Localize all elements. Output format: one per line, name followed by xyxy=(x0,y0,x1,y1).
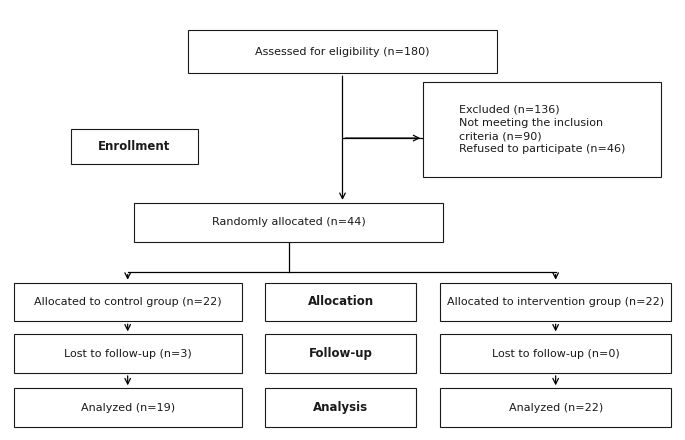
Text: Excluded (n=136)
Not meeting the inclusion
criteria (n=90)
Refused to participat: Excluded (n=136) Not meeting the inclusi… xyxy=(459,105,625,154)
Text: Assessed for eligibility (n=180): Assessed for eligibility (n=180) xyxy=(256,47,429,57)
Text: Allocated to intervention group (n=22): Allocated to intervention group (n=22) xyxy=(447,297,664,307)
Text: Randomly allocated (n=44): Randomly allocated (n=44) xyxy=(212,217,366,227)
FancyBboxPatch shape xyxy=(440,282,671,321)
FancyBboxPatch shape xyxy=(71,129,198,164)
Text: Lost to follow-up (n=3): Lost to follow-up (n=3) xyxy=(64,348,192,359)
FancyBboxPatch shape xyxy=(14,388,242,427)
Text: Lost to follow-up (n=0): Lost to follow-up (n=0) xyxy=(492,348,619,359)
FancyBboxPatch shape xyxy=(265,334,416,373)
FancyBboxPatch shape xyxy=(440,388,671,427)
Text: Analysis: Analysis xyxy=(313,401,369,414)
FancyBboxPatch shape xyxy=(134,203,443,242)
Text: Analyzed (n=19): Analyzed (n=19) xyxy=(81,403,175,413)
FancyBboxPatch shape xyxy=(265,282,416,321)
FancyBboxPatch shape xyxy=(14,282,242,321)
Text: Follow-up: Follow-up xyxy=(309,347,373,360)
Text: Allocation: Allocation xyxy=(308,295,374,308)
Text: Allocated to control group (n=22): Allocated to control group (n=22) xyxy=(34,297,221,307)
Text: Enrollment: Enrollment xyxy=(98,140,171,153)
FancyBboxPatch shape xyxy=(14,334,242,373)
FancyBboxPatch shape xyxy=(188,30,497,73)
Text: Analyzed (n=22): Analyzed (n=22) xyxy=(508,403,603,413)
FancyBboxPatch shape xyxy=(440,334,671,373)
FancyBboxPatch shape xyxy=(423,82,661,177)
FancyBboxPatch shape xyxy=(265,388,416,427)
